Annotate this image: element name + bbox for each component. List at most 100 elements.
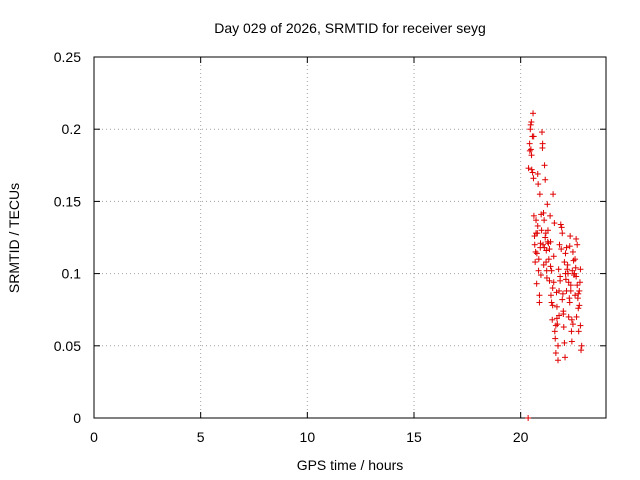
data-point (530, 133, 537, 140)
data-point (542, 234, 549, 241)
data-point (554, 321, 561, 328)
data-point (527, 146, 534, 153)
data-point (533, 280, 540, 287)
data-point (564, 261, 571, 268)
data-point (558, 224, 565, 231)
data-point (547, 238, 554, 245)
data-point (526, 147, 533, 154)
data-point (549, 285, 556, 292)
data-point (559, 296, 566, 303)
data-point (542, 176, 549, 183)
data-point (575, 328, 582, 335)
data-point (546, 246, 553, 253)
data-point (577, 266, 584, 273)
data-point (550, 191, 557, 198)
chart-title: Day 029 of 2026, SRMTID for receiver sey… (214, 20, 486, 36)
x-tick-label: 20 (513, 429, 529, 445)
plot-frame (93, 56, 607, 419)
data-points (525, 110, 585, 421)
data-point (576, 279, 583, 286)
data-point (555, 357, 561, 364)
data-point (556, 287, 563, 294)
y-tick-label: 0.2 (62, 121, 82, 137)
data-point (539, 140, 546, 147)
data-point (535, 256, 542, 263)
data-point (533, 230, 540, 237)
data-point (545, 256, 552, 263)
y-tick-label: 0 (73, 410, 81, 426)
data-point (551, 220, 558, 227)
data-point (525, 415, 532, 421)
data-point (548, 299, 555, 306)
data-point (527, 121, 534, 128)
data-point (568, 338, 575, 345)
data-point (539, 129, 545, 136)
data-point (541, 244, 548, 251)
data-point (563, 244, 570, 251)
data-point (533, 250, 540, 257)
data-point (559, 230, 566, 237)
data-point (562, 354, 569, 361)
data-point (528, 152, 535, 159)
data-point (552, 335, 559, 342)
data-point (553, 303, 560, 310)
data-point (552, 350, 559, 357)
data-point (544, 201, 551, 208)
data-point (541, 162, 548, 169)
data-point (528, 118, 535, 125)
data-point (557, 277, 564, 284)
y-tick-label: 0.1 (62, 266, 82, 282)
data-point (543, 274, 550, 281)
data-point (570, 257, 577, 264)
data-point (550, 253, 557, 260)
data-point (556, 241, 563, 248)
data-point (567, 233, 574, 240)
data-point (551, 328, 558, 335)
data-point (555, 266, 562, 273)
data-point (572, 292, 579, 299)
axis-ticks (93, 56, 606, 419)
data-point (569, 248, 576, 255)
x-tick-label: 10 (300, 429, 316, 445)
data-point (567, 282, 574, 289)
data-point (534, 222, 541, 229)
data-point (575, 290, 582, 297)
data-point (565, 270, 572, 277)
data-point (566, 243, 573, 250)
data-point (549, 302, 556, 309)
data-point (576, 302, 583, 309)
data-point (561, 339, 568, 346)
data-point (567, 287, 574, 294)
data-point (543, 259, 550, 266)
data-point (532, 248, 539, 255)
data-point (573, 313, 580, 320)
data-point (540, 209, 547, 216)
y-tick-label: 0.25 (54, 49, 81, 65)
x-axis-label: GPS time / hours (297, 457, 404, 473)
data-point (572, 264, 579, 271)
data-point (546, 277, 553, 284)
data-point (534, 170, 541, 177)
data-point (533, 217, 540, 224)
y-tick-label: 0.15 (54, 193, 81, 209)
data-point (575, 305, 582, 312)
data-point (536, 299, 543, 306)
data-point (578, 347, 585, 354)
data-point (549, 316, 556, 323)
data-point (536, 191, 543, 198)
data-point (572, 256, 579, 263)
data-point (530, 175, 537, 182)
data-point (566, 299, 573, 306)
data-point (561, 259, 568, 266)
y-tick-label: 0.05 (54, 338, 81, 354)
data-point (557, 221, 564, 228)
data-point (574, 282, 581, 289)
data-point (568, 316, 575, 323)
data-point (535, 181, 542, 188)
data-point (547, 212, 554, 219)
data-point (573, 273, 580, 280)
data-point (578, 342, 585, 349)
data-point (552, 322, 559, 329)
y-tick-labels: 0 0.05 0.1 0.15 0.2 0.25 (54, 49, 81, 426)
